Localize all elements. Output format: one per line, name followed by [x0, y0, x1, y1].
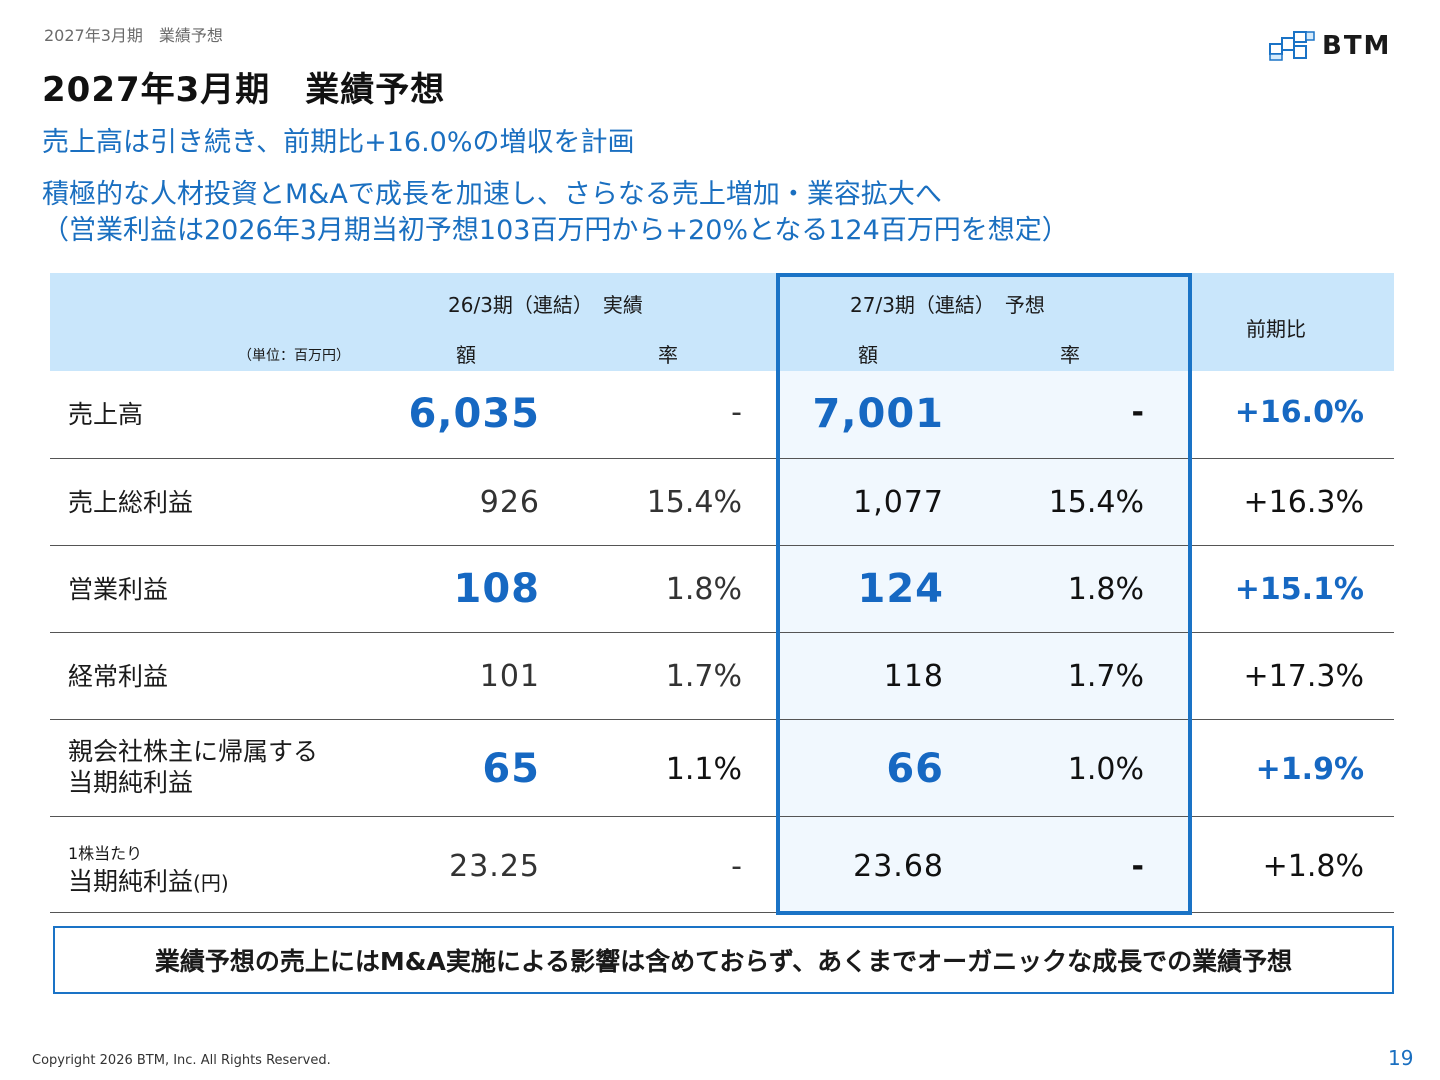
prev-amount: 23.25 [449, 849, 540, 884]
row-label-line-2: 当期純利益 [68, 867, 194, 896]
row-label: 経常利益 [68, 662, 169, 691]
prev-rate: 1.7% [665, 659, 742, 694]
subtitle-line-2: 積極的な人材投資とM&Aで成長を加速し、さらなる売上増加・業容拡大へ [42, 179, 942, 210]
subtitle-line-1: 売上高は引き続き、前期比+16.0%の増収を計画 [42, 127, 635, 158]
forecast-column-frame [776, 273, 1192, 915]
header-forecast-amount: 額 [858, 343, 878, 367]
table-row: 1株当たり 当期純利益(円) 23.25 - 23.68 - +1.8% [50, 817, 1394, 913]
logo-text: BTM [1322, 31, 1392, 61]
prev-rate: 15.4% [646, 485, 742, 520]
forecast-column-highlight [777, 371, 1190, 912]
yoy-change: +16.0% [1234, 395, 1364, 430]
page-number: 19 [1388, 1046, 1414, 1070]
prev-amount: 101 [479, 659, 540, 694]
yoy-change: +15.1% [1234, 572, 1364, 607]
forecast-rate: 1.8% [1067, 572, 1144, 607]
yoy-change: +1.9% [1255, 752, 1364, 787]
prev-amount: 926 [479, 485, 540, 520]
table-header: 26/3期（連結） 実績 27/3期（連結） 予想 額 率 額 率 前期比 （単… [50, 273, 1394, 371]
table-row: 親会社株主に帰属する 当期純利益 65 1.1% 66 1.0% +1.9% [50, 720, 1394, 817]
yoy-change: +17.3% [1243, 659, 1364, 694]
breadcrumb: 2027年3月期 業績予想 [44, 26, 223, 45]
forecast-amount: 124 [857, 566, 944, 612]
forecast-rate: - [1131, 849, 1144, 884]
forecast-rate: 1.7% [1067, 659, 1144, 694]
forecast-amount: 118 [883, 659, 944, 694]
yoy-change: +16.3% [1243, 485, 1364, 520]
forecast-rate: 15.4% [1048, 485, 1144, 520]
header-forecast-rate: 率 [1060, 343, 1080, 367]
company-logo: BTM [1268, 28, 1410, 64]
header-prev-amount: 額 [456, 343, 476, 367]
table-row: 売上総利益 926 15.4% 1,077 15.4% +16.3% [50, 459, 1394, 546]
header-prev-group: 26/3期（連結） 実績 [448, 293, 643, 317]
forecast-rate: 1.0% [1067, 752, 1144, 787]
header-yoy: 前期比 [1246, 317, 1306, 341]
row-label-suffix: (円) [193, 871, 229, 895]
row-label: 親会社株主に帰属する 当期純利益 [68, 736, 318, 798]
header-prev-rate: 率 [658, 343, 678, 367]
table-row: 経常利益 101 1.7% 118 1.7% +17.3% [50, 633, 1394, 720]
forecast-amount: 66 [886, 746, 944, 792]
prev-rate: 1.1% [665, 752, 742, 787]
table-row: 営業利益 108 1.8% 124 1.8% +15.1% [50, 546, 1394, 633]
prev-rate: - [731, 395, 742, 430]
forecast-note: 業績予想の売上にはM&A実施による影響は含めておらず、あくまでオーガニックな成長… [53, 926, 1394, 994]
row-label: 売上高 [68, 400, 144, 429]
prev-amount: 65 [482, 746, 540, 792]
unit-label: （単位：百万円） [238, 348, 350, 364]
row-label: 1株当たり 当期純利益(円) [68, 837, 229, 897]
prev-rate: 1.8% [665, 572, 742, 607]
prev-rate: - [731, 849, 742, 884]
subtitle-line-3: （営業利益は2026年3月期当初予想103百万円から+20%となる124百万円を… [42, 215, 1069, 246]
row-label-line-1: 親会社株主に帰属する [68, 737, 319, 766]
prev-amount: 108 [453, 566, 540, 612]
copyright: Copyright 2026 BTM, Inc. All Rights Rese… [32, 1053, 331, 1068]
table-row: 売上高 6,035 - 7,001 - +16.0% [50, 371, 1394, 459]
row-label-line-2: 当期純利益 [68, 768, 194, 797]
forecast-amount: 7,001 [812, 391, 944, 437]
prev-amount: 6,035 [408, 391, 540, 437]
yoy-change: +1.8% [1262, 849, 1364, 884]
forecast-rate: - [1131, 395, 1144, 430]
logo-mark-icon [1269, 31, 1315, 61]
row-label-line-1: 1株当たり [68, 844, 143, 863]
page-title: 2027年3月期 業績予想 [42, 70, 446, 110]
forecast-amount: 23.68 [853, 849, 944, 884]
row-label: 営業利益 [68, 575, 169, 604]
forecast-amount: 1,077 [853, 485, 944, 520]
header-forecast-group: 27/3期（連結） 予想 [850, 293, 1045, 317]
row-label: 売上総利益 [68, 488, 194, 517]
